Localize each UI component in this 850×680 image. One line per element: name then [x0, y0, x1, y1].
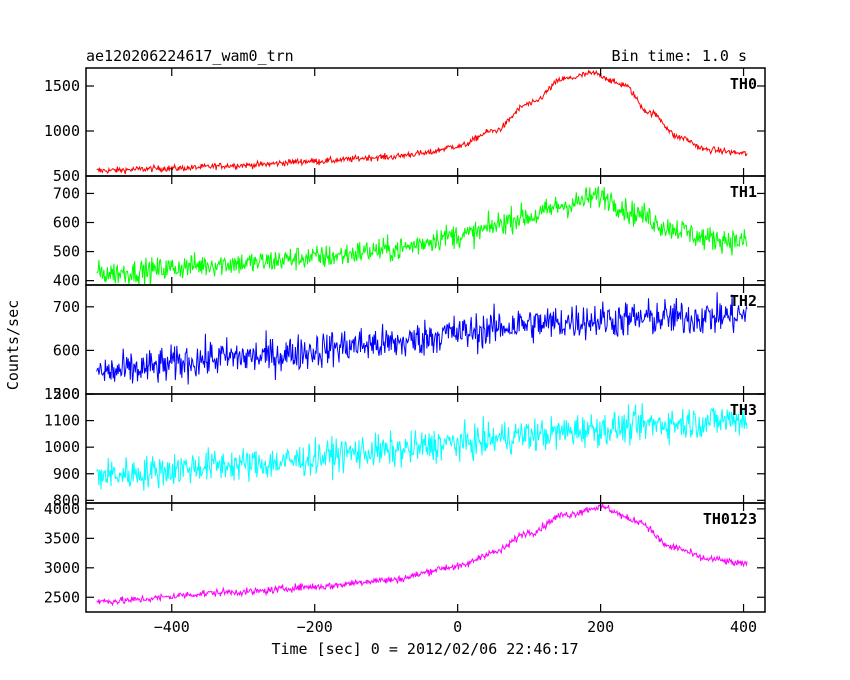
series-line-th3	[96, 403, 748, 491]
panel-th0123: 2500 3000 3500 4000 TH0123	[44, 500, 766, 613]
series-line-th0123	[96, 503, 748, 607]
panel-label: TH0123	[703, 510, 757, 528]
y-tick-label: 500	[53, 385, 80, 403]
y-tick-label: 600	[53, 341, 80, 359]
panel-frame	[85, 393, 766, 504]
y-tick-label: 1100	[44, 412, 80, 430]
panel-frame	[85, 67, 766, 177]
y-tick-label: 700	[53, 298, 80, 316]
y-tick-label: 3500	[44, 529, 80, 547]
y-tick-label: 500	[53, 243, 80, 261]
y-tick-label: 1000	[44, 122, 80, 140]
panel-th2: 500 600 700 TH2	[53, 284, 766, 403]
x-axis: −400 −200 0 200 400	[154, 618, 757, 636]
panel-frame	[85, 502, 766, 613]
x-tick-label: 200	[587, 618, 614, 636]
panel-th3: 800 900 1000 1100 1200 TH3	[44, 385, 766, 509]
x-tick-label: −400	[154, 618, 190, 636]
y-tick-label: 1000	[44, 438, 80, 456]
x-tick-label: 400	[730, 618, 757, 636]
y-tick-label: 600	[53, 214, 80, 232]
y-tick-label: 900	[53, 465, 80, 483]
panel-label: TH0	[730, 75, 757, 93]
y-tick-label: 800	[53, 491, 80, 509]
panel-label: TH3	[730, 401, 757, 419]
y-tick-label: 3000	[44, 559, 80, 577]
x-tick-label: −200	[297, 618, 333, 636]
x-tick-label: 0	[453, 618, 462, 636]
panel-label: TH1	[730, 183, 757, 201]
y-tick-label: 1200	[44, 385, 80, 403]
series-line-th1	[96, 186, 748, 285]
series-line-th2	[96, 292, 748, 385]
y-tick-label: 2500	[44, 588, 80, 606]
series-line-th0	[96, 69, 748, 175]
y-tick-label: 500	[53, 167, 80, 185]
bin-time-label: Bin time: 1.0 s	[612, 47, 747, 65]
y-tick-label: 4000	[44, 500, 80, 518]
panel-th0: 500 1000 1500 TH0	[44, 67, 766, 185]
panel-label: TH2	[730, 292, 757, 310]
panels-group: 500 1000 1500 TH0 400 500 600 700 TH1 500 600 700 TH…	[44, 67, 766, 613]
y-tick-label: 400	[53, 272, 80, 290]
y-axis-label: Counts/sec	[4, 300, 22, 390]
y-tick-label: 1500	[44, 77, 80, 95]
panel-th1: 400 500 600 700 TH1	[53, 175, 766, 290]
y-tick-label: 700	[53, 184, 80, 202]
chart-title: ae120206224617_wam0_trn	[86, 47, 294, 65]
x-axis-label: Time [sec] 0 = 2012/02/06 22:46:17	[271, 640, 578, 658]
